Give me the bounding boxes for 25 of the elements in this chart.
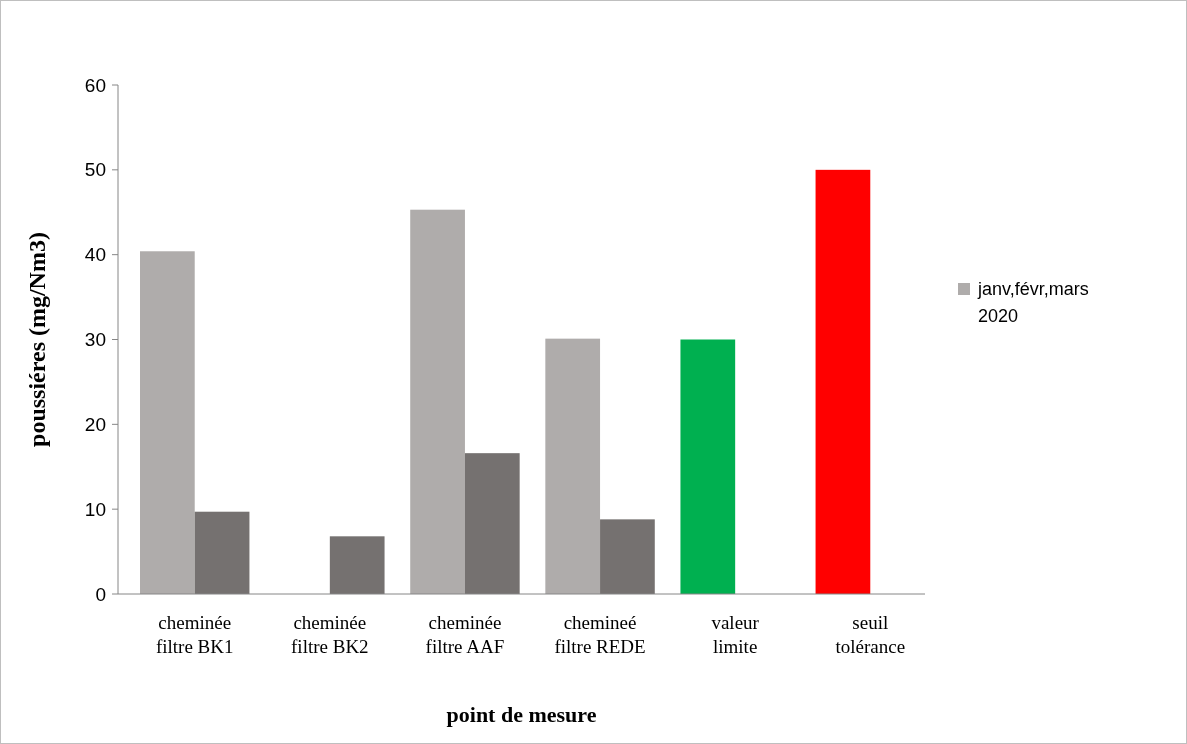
- x-tick-label: chemineé filtre REDE: [554, 612, 646, 657]
- bar: [600, 519, 655, 594]
- legend-label: janv,févr,mars 2020: [977, 279, 1089, 326]
- x-tick-label: cheminée filtre BK2: [291, 612, 369, 657]
- bar: [410, 209, 465, 594]
- y-tick-label: 30: [84, 329, 106, 351]
- y-tick-label: 50: [84, 159, 106, 181]
- y-tick-label: 40: [84, 244, 106, 266]
- x-tick-label: cheminée filtre BK1: [155, 612, 234, 657]
- bar: [464, 453, 520, 594]
- bar: [194, 511, 250, 594]
- y-tick-label: 0: [95, 583, 106, 605]
- y-tick-label: 10: [84, 498, 106, 520]
- x-tick-label: valeur limite: [711, 612, 760, 657]
- y-axis-title: poussiéres (mg/Nm3): [24, 232, 50, 447]
- bar: [140, 251, 195, 594]
- x-tick-label: seuil tolérance: [835, 612, 906, 657]
- y-tick-label: 60: [84, 74, 106, 96]
- y-tick-label: 20: [84, 413, 106, 435]
- bar: [545, 338, 601, 594]
- bar: [329, 536, 385, 594]
- bar: [680, 339, 736, 594]
- x-tick-label: cheminée filtre AAF: [425, 612, 505, 657]
- x-axis-title: point de mesure: [446, 702, 597, 727]
- bar: [815, 169, 871, 594]
